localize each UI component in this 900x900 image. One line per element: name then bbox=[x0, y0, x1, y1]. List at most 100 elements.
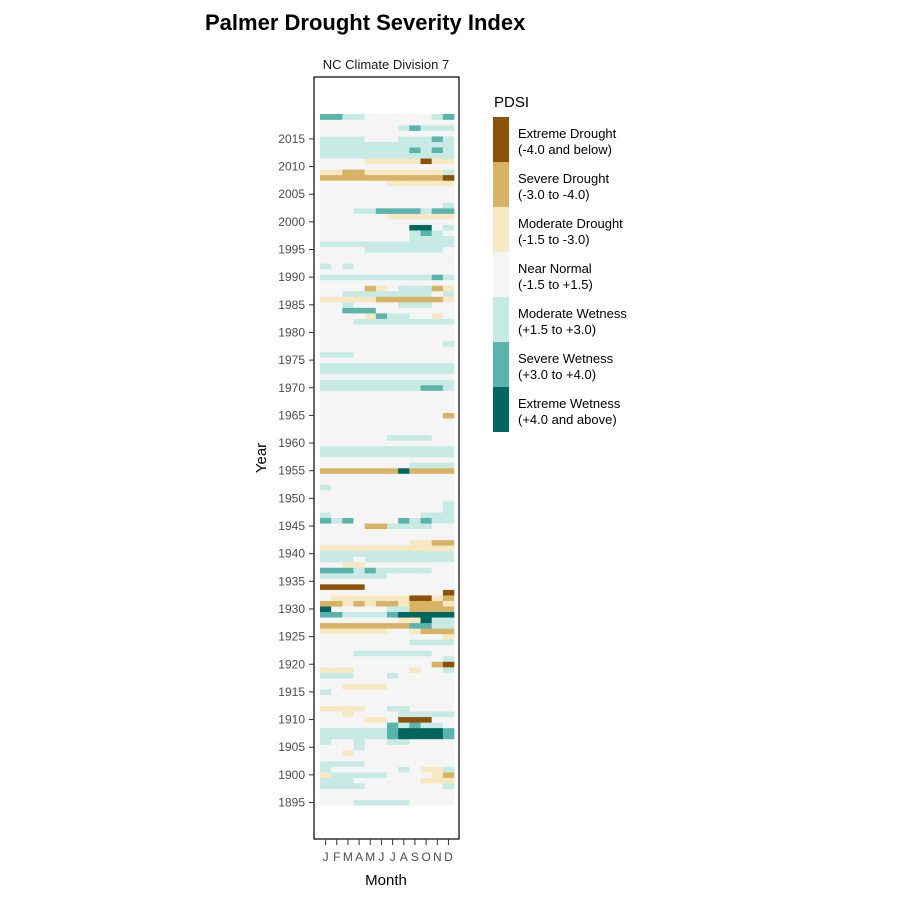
heatmap-cell bbox=[375, 700, 388, 707]
heatmap-cell bbox=[364, 390, 377, 397]
heatmap-cell bbox=[353, 141, 365, 148]
heatmap-cell bbox=[364, 794, 377, 801]
heatmap-cell bbox=[442, 777, 455, 784]
heatmap-cell bbox=[387, 727, 399, 734]
heatmap-cell bbox=[442, 506, 455, 513]
heatmap-cell bbox=[364, 396, 377, 402]
heatmap-cell bbox=[420, 672, 432, 679]
heatmap-cell bbox=[409, 396, 421, 402]
heatmap-cell bbox=[364, 434, 377, 441]
heatmap-cell bbox=[364, 147, 377, 154]
y-tick-label: 1980 bbox=[278, 325, 305, 339]
heatmap-cell bbox=[375, 584, 388, 590]
heatmap-cell bbox=[420, 655, 432, 662]
heatmap-cell bbox=[342, 407, 354, 413]
heatmap-cell bbox=[409, 479, 421, 485]
heatmap-cell bbox=[342, 191, 354, 198]
heatmap-cell bbox=[364, 655, 377, 662]
heatmap-cell bbox=[353, 147, 365, 154]
heatmap-cell bbox=[409, 119, 421, 126]
heatmap-cell bbox=[431, 357, 444, 364]
heatmap-cell bbox=[420, 661, 432, 668]
heatmap-cell bbox=[442, 727, 455, 734]
heatmap-cell bbox=[409, 290, 421, 297]
heatmap-cell bbox=[331, 351, 343, 358]
heatmap-cell bbox=[409, 114, 421, 120]
heatmap-cell bbox=[409, 694, 421, 701]
heatmap-cell bbox=[353, 213, 365, 220]
heatmap-cell bbox=[442, 761, 455, 767]
heatmap-cell bbox=[331, 429, 343, 436]
heatmap-cell bbox=[342, 600, 354, 607]
heatmap-cell bbox=[409, 633, 421, 640]
x-tick-label: F bbox=[333, 850, 340, 864]
heatmap-cell bbox=[409, 274, 421, 281]
heatmap-cell bbox=[342, 418, 354, 424]
heatmap-cell bbox=[387, 440, 399, 447]
heatmap-cell bbox=[431, 174, 444, 181]
heatmap-cell bbox=[398, 158, 410, 165]
heatmap-cell bbox=[364, 479, 377, 485]
heatmap-cell bbox=[353, 290, 365, 297]
heatmap-cell bbox=[420, 705, 432, 712]
heatmap-cell bbox=[320, 213, 332, 220]
heatmap-cell bbox=[320, 263, 332, 270]
heatmap-cell bbox=[398, 755, 410, 762]
heatmap-cell bbox=[387, 246, 399, 253]
heatmap-cell bbox=[431, 595, 444, 601]
chart-title: Palmer Drought Severity Index bbox=[205, 10, 526, 35]
heatmap-cell bbox=[442, 534, 455, 541]
heatmap-cell bbox=[320, 672, 332, 679]
heatmap-cell bbox=[353, 722, 365, 729]
heatmap-cell bbox=[364, 440, 377, 447]
heatmap-cell bbox=[320, 180, 332, 187]
heatmap-cell bbox=[353, 429, 365, 436]
x-tick-label: J bbox=[390, 850, 396, 864]
heatmap-cell bbox=[420, 733, 432, 740]
heatmap-cell bbox=[342, 202, 354, 209]
heatmap-cell bbox=[442, 589, 455, 596]
heatmap-cell bbox=[353, 595, 365, 601]
heatmap-cell bbox=[364, 783, 377, 789]
heatmap-cell bbox=[420, 606, 432, 613]
heatmap-cell bbox=[342, 595, 354, 601]
heatmap-cell bbox=[364, 761, 377, 767]
heatmap-cell bbox=[342, 628, 354, 635]
heatmap-cell bbox=[353, 185, 365, 192]
heatmap-cell bbox=[331, 346, 343, 353]
heatmap-cell bbox=[342, 346, 354, 353]
heatmap-cell bbox=[387, 766, 399, 773]
heatmap-cell bbox=[431, 744, 444, 751]
heatmap-cell bbox=[375, 650, 388, 657]
heatmap-cell bbox=[375, 628, 388, 635]
heatmap-cell bbox=[431, 705, 444, 712]
heatmap-cell bbox=[342, 777, 354, 784]
heatmap-cell bbox=[398, 490, 410, 496]
y-tick-label: 1995 bbox=[278, 243, 305, 257]
heatmap-cell bbox=[409, 523, 421, 530]
heatmap-cell bbox=[420, 772, 432, 778]
heatmap-cell bbox=[353, 633, 365, 640]
heatmap-cell bbox=[442, 263, 455, 270]
heatmap-cell bbox=[375, 479, 388, 485]
heatmap-cell bbox=[342, 429, 354, 436]
heatmap-cell bbox=[409, 667, 421, 673]
heatmap-cell bbox=[420, 191, 432, 198]
heatmap-cell bbox=[387, 313, 399, 319]
heatmap-cell bbox=[320, 506, 332, 513]
x-tick-label: M bbox=[343, 850, 353, 864]
heatmap-cell bbox=[342, 130, 354, 137]
heatmap-cell bbox=[364, 412, 377, 419]
heatmap-cell bbox=[431, 368, 444, 375]
heatmap-cell bbox=[375, 257, 388, 264]
heatmap-cell bbox=[387, 191, 399, 198]
heatmap-cell bbox=[409, 191, 421, 198]
heatmap-cell bbox=[420, 169, 432, 176]
heatmap-cell bbox=[387, 733, 399, 740]
heatmap-cell bbox=[409, 683, 421, 690]
heatmap-cell bbox=[364, 788, 377, 795]
heatmap-cell bbox=[387, 783, 399, 789]
heatmap-cell bbox=[375, 711, 388, 718]
heatmap-cell bbox=[375, 174, 388, 181]
heatmap-cell bbox=[398, 407, 410, 413]
